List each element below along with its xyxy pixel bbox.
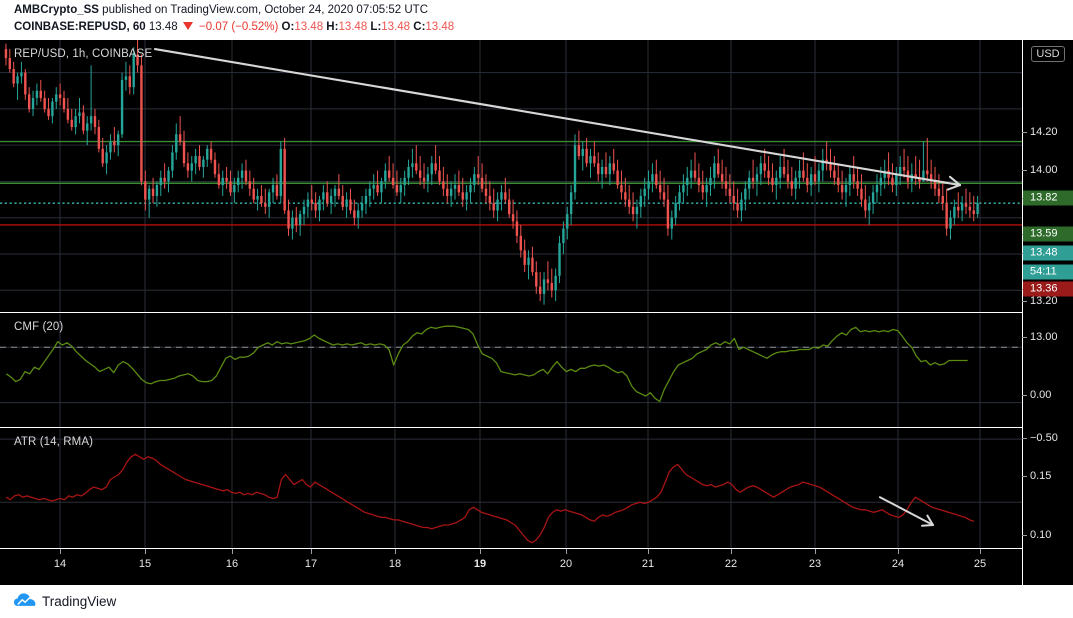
price-axis-label: 13.20 — [1030, 295, 1058, 307]
time-axis-label: 20 — [559, 558, 573, 570]
chart-header: AMBCrypto_SS published on TradingView.co… — [0, 0, 1073, 40]
time-axis-label: 17 — [304, 558, 318, 570]
high-label: H: — [326, 21, 339, 33]
time-axis-top-border — [0, 548, 1073, 549]
time-tick — [145, 549, 146, 554]
time-tick — [648, 549, 649, 554]
atr-pane-title: ATR (14, RMA) — [14, 436, 94, 448]
time-axis-label: 22 — [724, 558, 738, 570]
cmf-pane[interactable]: CMF (20) — [0, 314, 1022, 427]
open-value: 13.48 — [294, 21, 324, 33]
price-plot — [0, 40, 1022, 312]
symbol-label: COINBASE:REPUSD, 60 — [14, 21, 146, 33]
axis-tick — [1022, 535, 1027, 536]
time-axis-label: 23 — [808, 558, 822, 570]
axis-tick — [1022, 301, 1027, 302]
axis-tick — [1022, 132, 1027, 133]
last-price-chip[interactable]: 13.48 — [1023, 245, 1073, 261]
support-level-chip[interactable]: 13.59 — [1023, 226, 1073, 242]
currency-badge[interactable]: USD — [1031, 46, 1065, 62]
triangle-down-icon — [182, 22, 193, 31]
time-tick — [731, 549, 732, 554]
cmf-pane-title: CMF (20) — [14, 321, 64, 333]
low-label: L: — [370, 21, 382, 33]
author-name: AMBCrypto_SS — [14, 4, 99, 16]
tradingview-brand[interactable]: TradingView — [14, 592, 116, 610]
time-axis-label: 16 — [225, 558, 239, 570]
price-axis-label: 14.00 — [1030, 164, 1058, 176]
time-tick — [815, 549, 816, 554]
axis-tick — [1022, 395, 1027, 396]
published-datetime: October 24, 2020 07:05:52 UTC — [264, 4, 429, 16]
resistance-level-chip[interactable]: 13.82 — [1023, 190, 1073, 206]
price-axis[interactable]: USD 14.20 14.00 13.20 13.00 0.00 −0.50 0.15 0.1… — [1022, 40, 1073, 585]
time-tick — [480, 549, 481, 554]
time-tick — [232, 549, 233, 554]
axis-divider — [1022, 40, 1023, 585]
countdown-timer-chip[interactable]: 54:11 — [1023, 264, 1073, 280]
axis-tick — [1022, 337, 1027, 338]
publication-line: AMBCrypto_SS published on TradingView.co… — [14, 4, 428, 16]
time-tick — [395, 549, 396, 554]
time-tick — [898, 549, 899, 554]
axis-tick — [1022, 476, 1027, 477]
close-value: 13.48 — [425, 21, 455, 33]
price-axis-label: −0.50 — [1030, 432, 1058, 444]
lower-level-chip[interactable]: 13.36 — [1023, 281, 1073, 297]
tradingview-logo-icon — [14, 593, 36, 606]
time-axis-label: 14 — [53, 558, 67, 570]
axis-tick — [1022, 438, 1027, 439]
change-absolute: −0.07 — [199, 21, 229, 33]
time-axis-label: 21 — [641, 558, 655, 570]
time-axis-label: 15 — [138, 558, 152, 570]
time-axis-label: 19 — [473, 558, 487, 570]
time-axis[interactable]: 14 15 16 17 18 19 20 21 22 23 24 25 — [0, 548, 1073, 585]
time-tick — [980, 549, 981, 554]
price-axis-label: 14.20 — [1030, 126, 1058, 138]
cmf-plot — [0, 314, 1022, 427]
time-tick — [60, 549, 61, 554]
time-axis-label: 25 — [973, 558, 987, 570]
time-axis-label: 24 — [891, 558, 905, 570]
close-label: C: — [413, 21, 426, 33]
atr-plot — [0, 429, 1022, 549]
open-label: O: — [281, 21, 295, 33]
published-text: published on TradingView.com, — [98, 4, 265, 16]
price-axis-label: 0.15 — [1030, 470, 1052, 482]
axis-tick — [1022, 170, 1027, 171]
price-axis-label: 13.00 — [1030, 331, 1058, 343]
time-axis-label: 18 — [388, 558, 402, 570]
low-value: 13.48 — [381, 21, 411, 33]
last-price-value: 13.48 — [148, 21, 178, 33]
price-axis-label: 0.00 — [1030, 389, 1052, 401]
tradingview-wordmark: TradingView — [42, 593, 117, 609]
change-percent: (−0.52%) — [231, 21, 279, 33]
time-tick — [311, 549, 312, 554]
price-pane[interactable]: REP/USD, 1h, COINBASE — [0, 40, 1022, 312]
high-value: 13.48 — [338, 21, 368, 33]
price-pane-title: REP/USD, 1h, COINBASE — [14, 48, 153, 60]
atr-pane[interactable]: ATR (14, RMA) — [0, 429, 1022, 549]
symbol-quote-line: COINBASE:REPUSD, 60 13.48 −0.07 (−0.52%)… — [14, 21, 454, 33]
time-tick — [566, 549, 567, 554]
pane-divider-1 — [0, 312, 1073, 313]
chart-body[interactable]: REP/USD, 1h, COINBASE CMF (20) ATR (14, … — [0, 40, 1073, 585]
pane-divider-2 — [0, 427, 1073, 428]
chart-footer: TradingView — [0, 585, 1073, 618]
price-axis-label: 0.10 — [1030, 529, 1052, 541]
